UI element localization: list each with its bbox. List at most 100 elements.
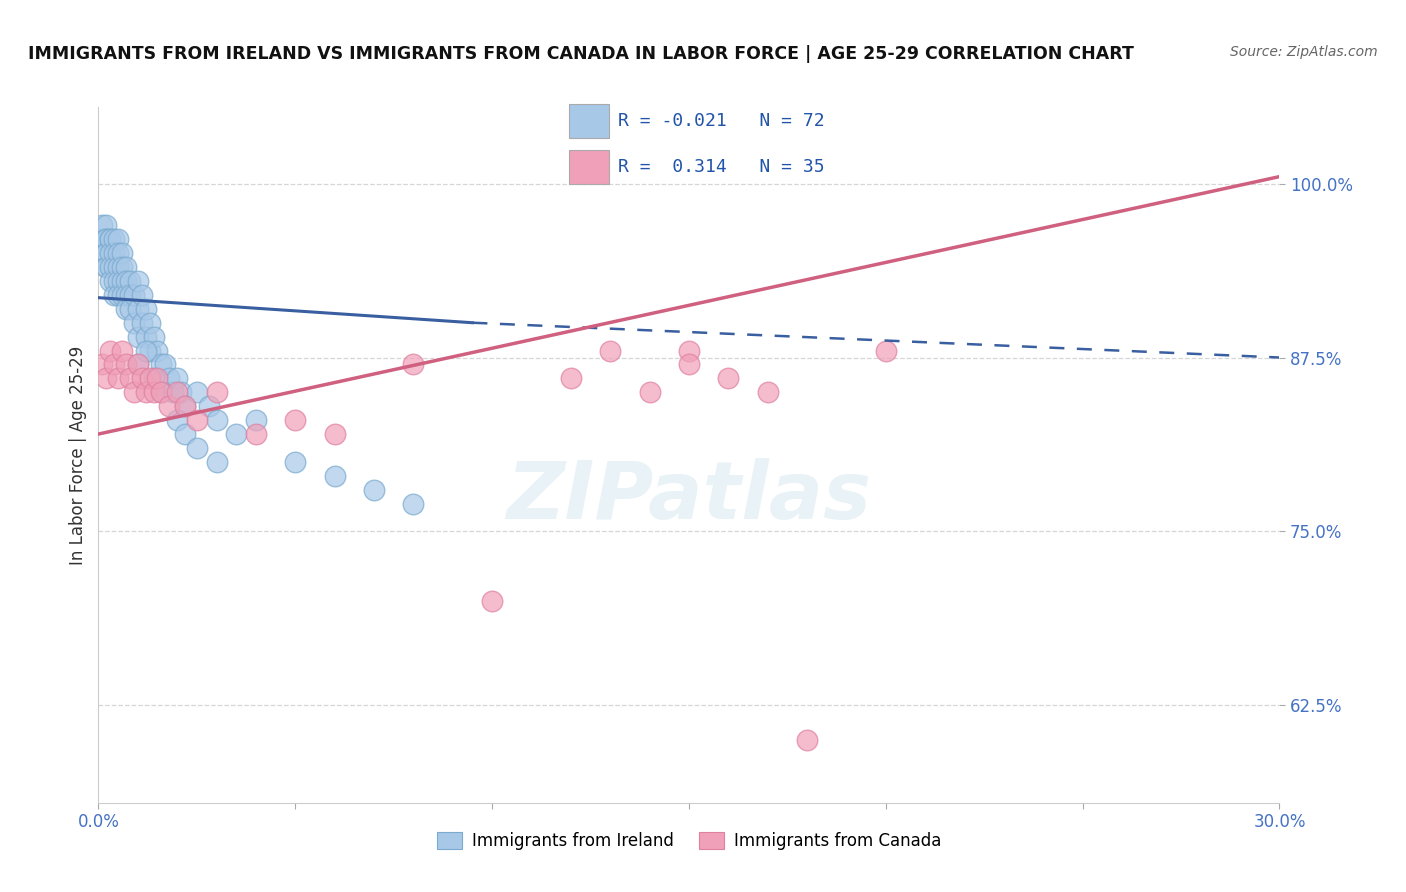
Point	[323, 427, 346, 442]
Point	[205, 455, 228, 469]
Point	[103, 358, 125, 372]
Point	[170, 385, 193, 400]
Point	[638, 385, 661, 400]
Point	[135, 343, 157, 358]
Text: R =  0.314   N = 35: R = 0.314 N = 35	[619, 158, 825, 176]
Point	[118, 371, 141, 385]
Point	[131, 316, 153, 330]
Point	[111, 288, 134, 302]
Point	[717, 371, 740, 385]
Legend: Immigrants from Ireland, Immigrants from Canada: Immigrants from Ireland, Immigrants from…	[430, 826, 948, 857]
Point	[186, 413, 208, 427]
Y-axis label: In Labor Force | Age 25-29: In Labor Force | Age 25-29	[69, 345, 87, 565]
Point	[115, 274, 138, 288]
Point	[122, 316, 145, 330]
Point	[155, 358, 177, 372]
Point	[284, 455, 307, 469]
Point	[91, 232, 114, 246]
Point	[98, 232, 121, 246]
Point	[98, 232, 121, 246]
Point	[150, 385, 173, 400]
Point	[146, 343, 169, 358]
Point	[157, 399, 180, 413]
Point	[756, 385, 779, 400]
Point	[796, 733, 818, 747]
Point	[96, 232, 118, 246]
Point	[115, 358, 138, 372]
Text: ZIPatlas: ZIPatlas	[506, 458, 872, 536]
Point	[115, 301, 138, 316]
Point	[142, 329, 165, 343]
Point	[138, 316, 160, 330]
Point	[122, 385, 145, 400]
Text: IMMIGRANTS FROM IRELAND VS IMMIGRANTS FROM CANADA IN LABOR FORCE | AGE 25-29 COR: IMMIGRANTS FROM IRELAND VS IMMIGRANTS FR…	[28, 45, 1135, 62]
Point	[127, 358, 149, 372]
Point	[174, 399, 197, 413]
Point	[118, 288, 141, 302]
Point	[96, 219, 118, 233]
Point	[118, 274, 141, 288]
Point	[138, 343, 160, 358]
Point	[103, 260, 125, 274]
Point	[118, 301, 141, 316]
Point	[142, 385, 165, 400]
Point	[131, 371, 153, 385]
Point	[157, 371, 180, 385]
Point	[323, 468, 346, 483]
Point	[91, 358, 114, 372]
Point	[135, 329, 157, 343]
Point	[127, 301, 149, 316]
Point	[98, 343, 121, 358]
Point	[96, 246, 118, 260]
Point	[138, 371, 160, 385]
Point	[103, 232, 125, 246]
Point	[111, 343, 134, 358]
Point	[96, 232, 118, 246]
Point	[96, 260, 118, 274]
Text: Source: ZipAtlas.com: Source: ZipAtlas.com	[1230, 45, 1378, 59]
Point	[166, 371, 188, 385]
Point	[111, 246, 134, 260]
Point	[166, 385, 188, 400]
Point	[150, 358, 173, 372]
Point	[111, 274, 134, 288]
Point	[225, 427, 247, 442]
Point	[245, 413, 267, 427]
Point	[98, 274, 121, 288]
Point	[162, 385, 184, 400]
Point	[98, 246, 121, 260]
Point	[402, 497, 425, 511]
Point	[115, 260, 138, 274]
Point	[146, 371, 169, 385]
Point	[402, 358, 425, 372]
Point	[98, 260, 121, 274]
Point	[103, 246, 125, 260]
Point	[150, 385, 173, 400]
Point	[174, 427, 197, 442]
Point	[96, 246, 118, 260]
Point	[111, 260, 134, 274]
Point	[131, 288, 153, 302]
Point	[284, 413, 307, 427]
Point	[599, 343, 621, 358]
Point	[103, 288, 125, 302]
Point	[115, 288, 138, 302]
Point	[678, 343, 700, 358]
Point	[107, 371, 129, 385]
Point	[174, 399, 197, 413]
Point	[96, 260, 118, 274]
Point	[560, 371, 582, 385]
Point	[127, 274, 149, 288]
Point	[127, 329, 149, 343]
Point	[245, 427, 267, 442]
Point	[186, 385, 208, 400]
FancyBboxPatch shape	[568, 104, 609, 137]
Point	[107, 288, 129, 302]
Point	[107, 232, 129, 246]
Point	[127, 358, 149, 372]
Point	[107, 274, 129, 288]
Point	[107, 260, 129, 274]
Point	[107, 246, 129, 260]
Point	[142, 371, 165, 385]
Point	[135, 385, 157, 400]
